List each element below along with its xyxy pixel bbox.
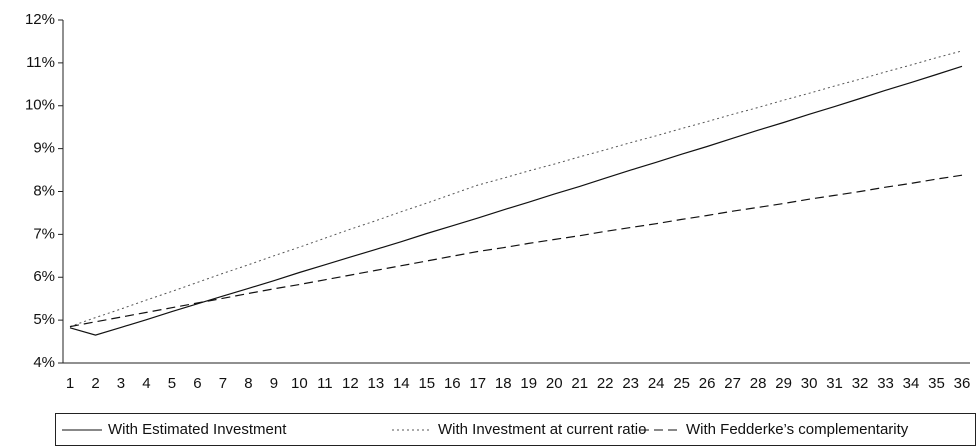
x-tick-label: 33	[877, 375, 894, 392]
y-tick-label: 11%	[26, 54, 55, 71]
legend-label: With Investment at current ratio	[438, 421, 646, 438]
x-tick-label: 6	[193, 375, 201, 392]
x-tick-label: 4	[142, 375, 150, 392]
x-tick-label: 21	[571, 375, 588, 392]
x-tick-label: 9	[270, 375, 278, 392]
x-tick-label: 16	[444, 375, 461, 392]
x-tick-label: 30	[801, 375, 818, 392]
x-tick-label: 5	[168, 375, 176, 392]
x-tick-label: 22	[597, 375, 614, 392]
legend-label: With Fedderke’s complementarity	[686, 421, 909, 438]
x-tick-label: 20	[546, 375, 563, 392]
y-tick-label: 6%	[33, 268, 55, 285]
x-tick-label: 31	[826, 375, 843, 392]
series-line	[69, 50, 963, 328]
x-tick-label: 28	[750, 375, 767, 392]
y-tick-label: 4%	[33, 354, 55, 371]
x-tick-label: 32	[852, 375, 869, 392]
series-line	[69, 65, 963, 336]
x-tick-label: 35	[928, 375, 945, 392]
x-tick-label: 1	[66, 375, 74, 392]
x-tick-label: 12	[342, 375, 359, 392]
series-line	[69, 174, 963, 328]
y-tick-label: 5%	[33, 311, 55, 328]
x-tick-label: 36	[954, 375, 971, 392]
x-tick-label: 13	[367, 375, 384, 392]
x-tick-label: 11	[317, 375, 333, 392]
legend-label: With Estimated Investment	[108, 421, 287, 438]
x-tick-label: 23	[622, 375, 639, 392]
x-tick-label: 26	[699, 375, 716, 392]
x-tick-label: 24	[648, 375, 665, 392]
x-tick-label: 34	[903, 375, 920, 392]
x-tick-label: 2	[91, 375, 99, 392]
y-tick-label: 8%	[33, 182, 55, 199]
y-tick-label: 9%	[33, 140, 55, 157]
x-tick-label: 27	[724, 375, 741, 392]
y-tick-label: 7%	[33, 225, 55, 242]
x-tick-label: 19	[520, 375, 537, 392]
x-tick-label: 15	[418, 375, 435, 392]
x-tick-label: 8	[244, 375, 252, 392]
x-tick-label: 14	[393, 375, 410, 392]
x-tick-label: 25	[673, 375, 690, 392]
x-tick-label: 29	[775, 375, 792, 392]
x-tick-label: 10	[291, 375, 308, 392]
y-tick-label: 12%	[25, 11, 55, 28]
x-tick-label: 17	[469, 375, 486, 392]
x-tick-label: 3	[117, 375, 125, 392]
x-tick-label: 7	[219, 375, 227, 392]
y-tick-label: 10%	[25, 97, 55, 114]
x-tick-label: 18	[495, 375, 512, 392]
